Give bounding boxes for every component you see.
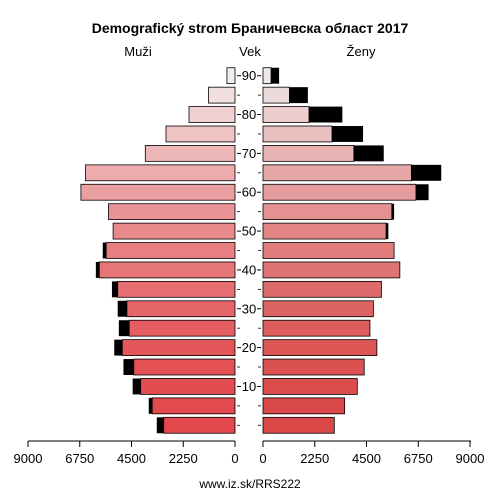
bar-men-25-29 bbox=[128, 319, 236, 337]
bar-women-35-39 bbox=[262, 280, 382, 298]
bar-women-surplus-50-54 bbox=[386, 223, 389, 240]
bar-men-0-4 bbox=[163, 416, 236, 434]
bar-men-surplus-10-14 bbox=[132, 378, 141, 395]
bar-men-45-49 bbox=[105, 242, 236, 259]
age-tick-label-90: 90 bbox=[242, 68, 256, 83]
bar-women-55-59 bbox=[262, 203, 393, 221]
x-tick-label-right-6750: 6750 bbox=[404, 451, 433, 466]
bar-men-75-79 bbox=[165, 125, 236, 143]
bar-women-surplus-80-84 bbox=[309, 106, 343, 123]
bar-women-5-9 bbox=[262, 397, 346, 415]
x-tick-label-left-6750: 6750 bbox=[65, 451, 94, 466]
age-tick-label-10: 10 bbox=[242, 379, 256, 394]
bar-men-surplus-40-44 bbox=[95, 261, 100, 278]
x-tick-label-right-9000: 9000 bbox=[456, 451, 485, 466]
x-tick-label-left-0: 0 bbox=[231, 451, 238, 466]
age-tick-label-20: 20 bbox=[242, 340, 256, 355]
bar-men-85-89 bbox=[208, 86, 236, 104]
bar-women-90+ bbox=[262, 67, 272, 85]
x-tick-label-left-2250: 2250 bbox=[169, 451, 198, 466]
bar-women-75-79 bbox=[262, 125, 333, 143]
bar-men-60-64 bbox=[80, 183, 236, 201]
bar-men-15-19 bbox=[133, 358, 236, 376]
age-tick-label-80: 80 bbox=[242, 107, 256, 122]
bar-men-surplus-15-19 bbox=[123, 359, 134, 375]
bar-women-surplus-60-64 bbox=[415, 184, 429, 201]
bar-women-80-84 bbox=[262, 106, 310, 123]
bar-men-40-44 bbox=[98, 261, 236, 279]
bar-women-85-89 bbox=[262, 86, 290, 104]
bar-men-surplus-25-29 bbox=[118, 320, 130, 337]
x-tick-label-right-0: 0 bbox=[259, 451, 266, 466]
bar-men-35-39 bbox=[117, 280, 236, 298]
age-tick-label-60: 60 bbox=[242, 185, 256, 200]
bar-men-90+ bbox=[226, 67, 236, 85]
bar-women-surplus-55-59 bbox=[391, 203, 395, 220]
bar-men-surplus-5-9 bbox=[148, 397, 153, 414]
bar-men-5-9 bbox=[151, 397, 236, 415]
bar-women-15-19 bbox=[262, 358, 365, 376]
bar-men-surplus-30-34 bbox=[117, 300, 127, 317]
bar-men-surplus-35-39 bbox=[111, 281, 118, 298]
source-label: www.iz.sk/RRS222 bbox=[198, 477, 301, 491]
age-tick-label-30: 30 bbox=[242, 301, 256, 316]
bar-men-20-24 bbox=[121, 339, 236, 356]
bar-women-60-64 bbox=[262, 183, 417, 201]
bar-women-70-74 bbox=[262, 145, 355, 162]
age-tick-label-50: 50 bbox=[242, 224, 256, 239]
bar-men-surplus-20-24 bbox=[114, 339, 123, 356]
bar-women-surplus-85-89 bbox=[289, 87, 308, 104]
bar-women-10-14 bbox=[262, 378, 358, 395]
age-tick-label-40: 40 bbox=[242, 262, 256, 277]
bar-men-70-74 bbox=[144, 145, 236, 162]
x-tick-label-right-2250: 2250 bbox=[300, 451, 329, 466]
label-women: Ženy bbox=[347, 44, 376, 59]
bar-men-65-69 bbox=[85, 164, 236, 182]
bar-women-surplus-90+ bbox=[271, 67, 280, 84]
bar-women-30-34 bbox=[262, 300, 374, 318]
bar-women-0-4 bbox=[262, 416, 335, 434]
label-men: Muži bbox=[124, 44, 152, 59]
bar-men-30-34 bbox=[126, 300, 236, 318]
bar-men-10-14 bbox=[140, 378, 236, 395]
chart-title: Demografický strom Браничевска област 20… bbox=[92, 20, 409, 36]
bar-women-40-44 bbox=[262, 261, 401, 279]
bar-women-20-24 bbox=[262, 339, 378, 356]
axes-group: 10 20 30 40 50 60 70 80 90 9000 6750 4500 2250 0 0 2250… bbox=[14, 68, 485, 466]
x-tick-label-left-9000: 9000 bbox=[14, 451, 43, 466]
bar-women-25-29 bbox=[262, 319, 371, 337]
bar-women-surplus-70-74 bbox=[353, 145, 384, 162]
bar-men-80-84 bbox=[188, 106, 236, 123]
bar-women-surplus-65-69 bbox=[411, 164, 442, 181]
x-tick-label-left-4500: 4500 bbox=[117, 451, 146, 466]
bar-women-50-54 bbox=[262, 222, 387, 240]
label-age: Vek bbox=[239, 44, 261, 59]
x-tick-label-right-4500: 4500 bbox=[352, 451, 381, 466]
bars-group bbox=[80, 67, 442, 434]
bar-men-surplus-0-4 bbox=[156, 417, 164, 434]
bar-men-50-54 bbox=[112, 222, 236, 240]
bar-women-surplus-75-79 bbox=[332, 126, 364, 142]
bar-men-55-59 bbox=[108, 203, 236, 221]
bar-women-65-69 bbox=[262, 164, 412, 182]
age-tick-label-70: 70 bbox=[242, 146, 256, 161]
bar-women-45-49 bbox=[262, 242, 395, 259]
bar-men-surplus-45-49 bbox=[102, 242, 107, 259]
